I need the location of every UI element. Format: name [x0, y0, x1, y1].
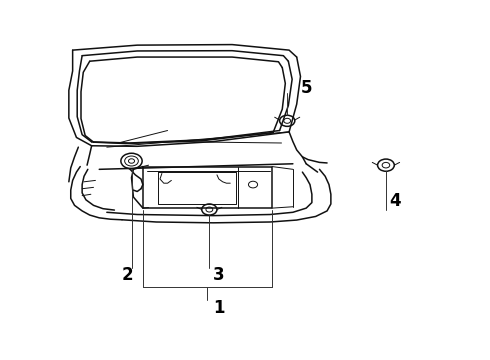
Text: 2: 2 [122, 266, 133, 284]
Text: 4: 4 [390, 192, 401, 210]
Text: 3: 3 [213, 266, 224, 284]
Text: 5: 5 [300, 78, 312, 96]
Text: 1: 1 [213, 299, 224, 317]
